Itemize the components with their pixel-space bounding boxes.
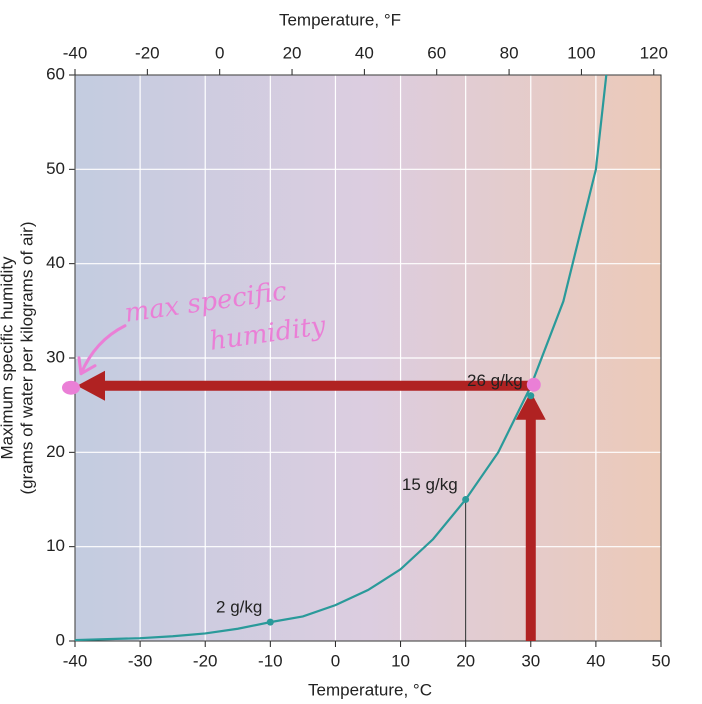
y-tick-label: 10 (46, 536, 65, 555)
x-tick-label: -20 (193, 651, 218, 670)
top-axis-title: Temperature, °F (279, 10, 401, 29)
x-tick-label: -10 (258, 651, 283, 670)
x-tick-label: 0 (331, 651, 340, 670)
y-tick-label: 50 (46, 159, 65, 178)
arrow-head (77, 370, 105, 401)
x-axis-title: Temperature, °C (308, 680, 432, 699)
y-axis-subtitle: (grams of water per kilograms of air) (17, 221, 36, 494)
annotation-label: 15 g/kg (402, 475, 458, 494)
x-tick-label: 20 (456, 651, 475, 670)
top-tick-label: 20 (283, 43, 302, 62)
y-tick-label: 40 (46, 253, 65, 272)
note-arrow (77, 324, 127, 376)
highlight-dot (526, 377, 541, 392)
top-tick-label: -40 (63, 43, 88, 62)
point-marker (462, 496, 470, 503)
x-tick-label: 50 (652, 651, 671, 670)
annotation-label: 2 g/kg (216, 598, 262, 617)
top-tick-label: 60 (427, 43, 446, 62)
x-tick-label: -30 (128, 651, 153, 670)
curve (74, 74, 608, 642)
top-tick-label: 0 (215, 43, 224, 62)
top-tick-label: 80 (500, 43, 519, 62)
top-tick-label: 40 (355, 43, 374, 62)
plot-frame (74, 74, 662, 642)
highlight-dot (62, 380, 80, 395)
top-tick-label: 120 (640, 43, 668, 62)
y-tick-label: 20 (46, 442, 65, 461)
y-tick-label: 30 (46, 347, 65, 366)
arrow-head (515, 391, 546, 420)
top-tick-label: 100 (567, 43, 595, 62)
y-tick-label: 0 (56, 630, 65, 649)
point-marker (527, 392, 535, 400)
x-tick-label: 10 (391, 651, 410, 670)
y-axis-title: Maximum specific humidity (0, 256, 16, 460)
x-tick-label: -40 (63, 651, 88, 670)
point-marker (266, 618, 274, 626)
x-tick-label: 30 (521, 651, 540, 670)
top-tick-label: -20 (135, 43, 160, 62)
y-tick-label: 60 (46, 64, 65, 83)
annotation-label: 26 g/kg (467, 371, 523, 390)
x-tick-label: 40 (586, 651, 605, 670)
